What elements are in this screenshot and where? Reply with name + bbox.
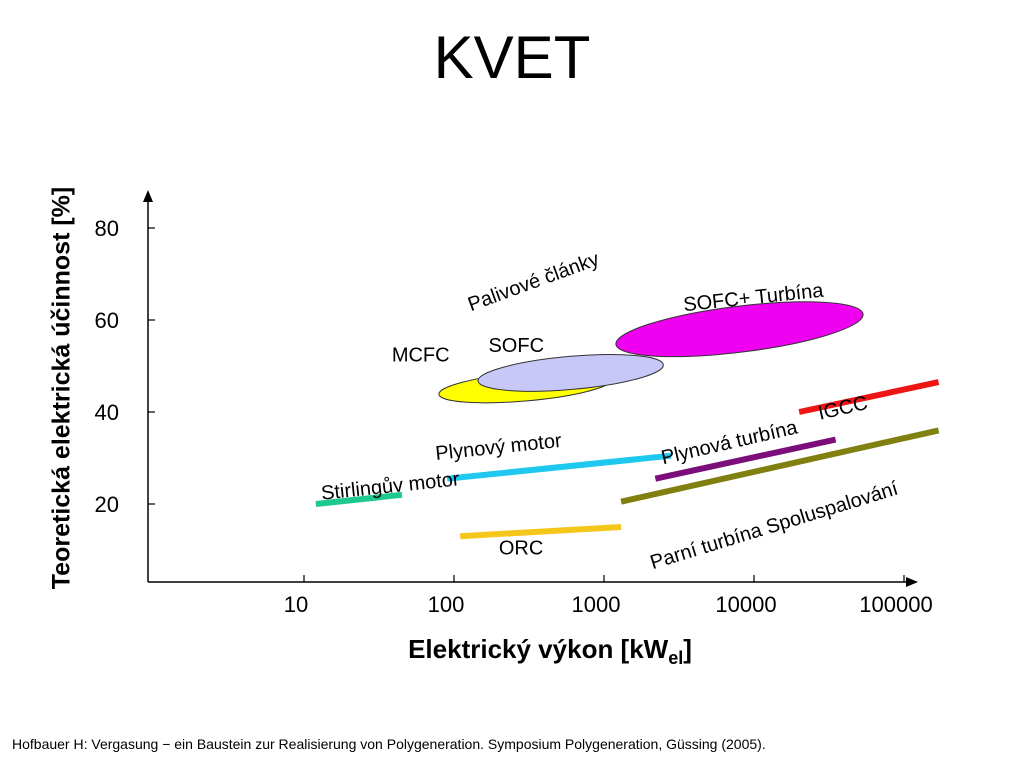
fuel-cell-regions: [438, 301, 864, 404]
x-tick-label: 1000: [572, 592, 621, 617]
series-line-plynovy-motor: [446, 452, 672, 482]
annotation-label: Palivové články: [465, 248, 602, 316]
annotation-label: SOFC: [488, 335, 544, 357]
region-sofc-turb-na: [615, 301, 864, 358]
x-tick-label: 10: [284, 592, 308, 617]
axes: [143, 190, 918, 587]
ticks: 20 40 60 80 10 100 1000 10000 100000: [95, 216, 933, 617]
y-tick-label: 80: [95, 216, 119, 241]
y-tick-label: 40: [95, 400, 119, 425]
x-tick-label: 100: [428, 592, 465, 617]
series-line-orc: [460, 524, 622, 540]
slide-title: KVET: [433, 24, 591, 91]
x-axis-arrow: [906, 577, 918, 587]
series-line-plynova-turbina: [654, 436, 837, 482]
x-axis-label-main: Elektrický výkon [kW: [408, 634, 669, 664]
annotation-label: Plynový motor: [434, 430, 563, 465]
region-sofc: [477, 354, 664, 392]
annotation-label: ORC: [499, 538, 543, 560]
citation: Hofbauer H: Vergasung − ein Baustein zur…: [12, 736, 766, 752]
series-layer: [315, 379, 940, 540]
x-axis-label: Elektrický výkon [kWel]: [0, 634, 1024, 669]
y-axis-arrow: [143, 190, 153, 202]
series-line-igcc: [798, 379, 940, 415]
y-tick-label: 60: [95, 308, 119, 333]
annotation-label: IGCC: [816, 392, 870, 425]
annotation-label: Parní turbína Spoluspalování: [648, 478, 902, 575]
annotation-label: MCFC: [392, 344, 450, 366]
series-line-stirlinguv-motor: [315, 491, 403, 507]
x-tick-label: 10000: [715, 592, 776, 617]
y-tick-label: 20: [95, 492, 119, 517]
x-axis-label-sub: el: [668, 648, 684, 669]
annotation-label: Stirlingův motor: [320, 468, 461, 504]
series-line-parni-turbina-spoluspalovani: [620, 427, 940, 505]
y-axis-label: Teoretická elektrická účinnost [%]: [47, 186, 76, 590]
x-axis-label-end: ]: [683, 634, 692, 664]
x-tick-label: 100000: [859, 592, 932, 617]
